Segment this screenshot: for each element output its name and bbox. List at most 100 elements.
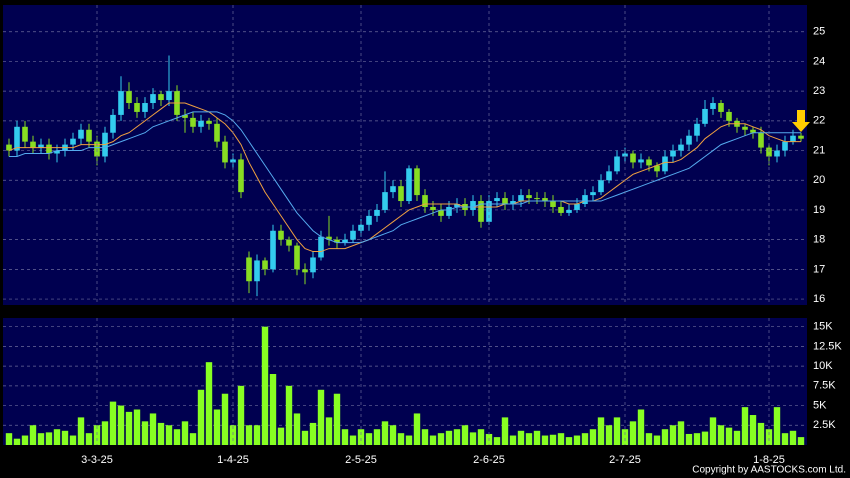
volume-bar xyxy=(397,433,405,445)
candle-body xyxy=(254,260,260,282)
candle-body xyxy=(590,192,596,196)
volume-bar xyxy=(373,429,381,445)
y-tick-label: 21 xyxy=(813,144,825,156)
candle-body xyxy=(742,126,748,130)
candle-body xyxy=(398,186,404,202)
volume-bar xyxy=(181,421,189,445)
volume-bar xyxy=(61,430,69,445)
candle-body xyxy=(702,108,708,124)
candle-body xyxy=(782,141,788,151)
candle-body xyxy=(22,126,28,142)
volume-bar xyxy=(741,407,749,445)
moving-average xyxy=(9,111,801,244)
volume-bar xyxy=(573,435,581,445)
candle-body xyxy=(134,103,140,112)
candle-body xyxy=(366,215,372,225)
volume-bar xyxy=(669,425,677,445)
volume-bar xyxy=(53,429,61,445)
candle-body xyxy=(518,195,524,202)
candle-body xyxy=(238,159,244,193)
candle-body xyxy=(678,144,684,151)
candle-body xyxy=(574,204,580,210)
volume-bar xyxy=(389,425,397,445)
volume-bar xyxy=(21,435,29,445)
candle-body xyxy=(646,159,652,166)
candle-body xyxy=(686,135,692,145)
volume-bar xyxy=(229,425,237,445)
volume-bar xyxy=(581,433,589,445)
candle-body xyxy=(78,129,84,139)
volume-bar xyxy=(261,326,269,445)
volume-bar xyxy=(149,413,157,445)
volume-bar xyxy=(117,405,125,445)
volume-bar xyxy=(525,433,533,445)
volume-bar xyxy=(501,417,509,445)
x-tick-label: 1-4-25 xyxy=(217,454,249,466)
volume-bar xyxy=(309,422,317,445)
candle-body xyxy=(726,111,732,121)
candle-body xyxy=(334,239,340,243)
candle-body xyxy=(654,165,660,172)
volume-bar xyxy=(701,431,709,445)
volume-bar xyxy=(445,430,453,445)
candle-body xyxy=(262,260,268,270)
volume-bar xyxy=(477,429,485,445)
volume-bar xyxy=(85,433,93,445)
volume-bar xyxy=(717,425,725,445)
volume-bar xyxy=(197,389,205,445)
candle-body xyxy=(190,117,196,127)
candle-body xyxy=(222,141,228,163)
candle-body xyxy=(246,257,252,282)
x-tick-label: 3-3-25 xyxy=(81,454,113,466)
arrow-marker xyxy=(792,110,810,132)
y-tick-label: 24 xyxy=(813,55,825,67)
candle-body xyxy=(694,123,700,136)
candle-body xyxy=(142,103,148,112)
volume-bar xyxy=(709,417,717,445)
candle-body xyxy=(198,120,204,127)
volume-bar xyxy=(533,430,541,445)
volume-bar xyxy=(653,435,661,445)
volume-bar xyxy=(613,417,621,445)
candle-body xyxy=(414,168,420,196)
volume-bar xyxy=(509,435,517,445)
volume-bar xyxy=(789,430,797,445)
candle-body xyxy=(798,135,804,139)
y-tick-label: 17 xyxy=(813,263,825,275)
candle-body xyxy=(670,150,676,157)
volume-bar xyxy=(413,413,421,445)
volume-bar xyxy=(157,422,165,445)
candle-body xyxy=(494,198,500,202)
candle-body xyxy=(470,201,476,210)
volume-bar xyxy=(685,433,693,445)
candle-body xyxy=(302,269,308,273)
candle-body xyxy=(54,150,60,154)
candle-body xyxy=(46,144,52,154)
volume-bar xyxy=(221,393,229,445)
volume-bar xyxy=(301,430,309,445)
candle-body xyxy=(70,138,76,145)
candle-body xyxy=(310,257,316,273)
candle-body xyxy=(182,114,188,118)
volume-bar xyxy=(549,434,557,445)
y-tick-label: 15K xyxy=(813,321,833,333)
candle-body xyxy=(614,156,620,172)
candle-body xyxy=(774,150,780,157)
candle-body xyxy=(38,144,44,148)
candle-body xyxy=(350,230,356,240)
volume-bar xyxy=(29,425,37,445)
x-tick-label: 2-6-25 xyxy=(473,454,505,466)
volume-bar xyxy=(765,429,773,445)
volume-bar xyxy=(189,433,197,445)
volume-bar xyxy=(173,429,181,445)
volume-bar xyxy=(13,438,21,445)
y-tick-label: 22 xyxy=(813,115,825,127)
candle-body xyxy=(558,206,564,213)
candle-body xyxy=(230,159,236,163)
volume-bar xyxy=(141,421,149,445)
volume-bar xyxy=(349,435,357,445)
candle-body xyxy=(710,103,716,109)
volume-bar xyxy=(93,425,101,445)
volume-bar xyxy=(269,374,277,445)
candle-body xyxy=(758,132,764,148)
